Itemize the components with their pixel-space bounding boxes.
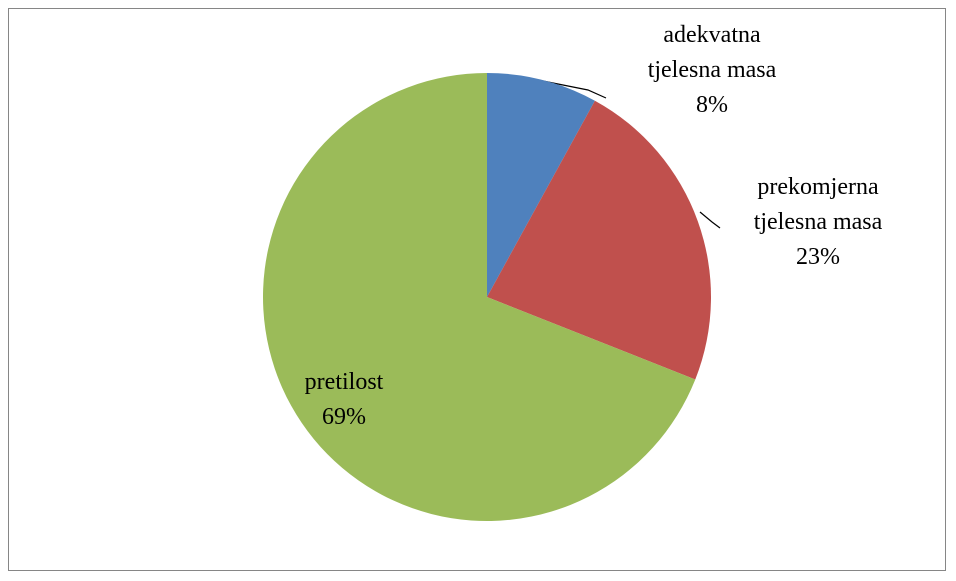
slice-label: adekvatna tjelesna masa: [647, 22, 777, 83]
leader-line: [699, 211, 721, 229]
value-label: 69%: [322, 404, 366, 430]
value-label: 23%: [796, 244, 840, 270]
pie-slice: [487, 73, 595, 297]
chart-frame: [8, 8, 946, 571]
pie-slice: [487, 100, 712, 380]
value-label: 8%: [696, 92, 728, 118]
leader-line: [537, 79, 607, 99]
slice-label: prekomjerna tjelesna masa: [753, 174, 883, 235]
pie-slice: [263, 72, 696, 522]
slice-label: pretilost: [304, 369, 384, 395]
